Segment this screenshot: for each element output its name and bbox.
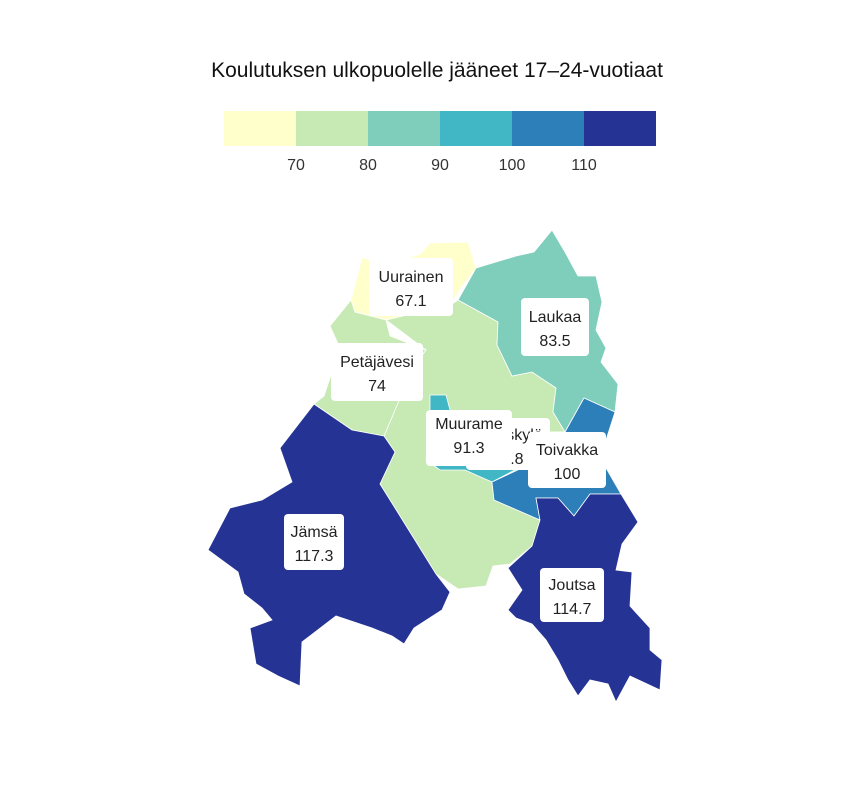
legend-swatch-6 (584, 111, 656, 146)
legend-tick-80: 80 (359, 157, 377, 174)
legend-tick-70: 70 (287, 157, 305, 174)
legend-swatch-3 (368, 111, 440, 146)
label-uurainen-name: Uurainen (379, 269, 444, 286)
legend-swatch-4 (440, 111, 512, 146)
legend-tick-90: 90 (431, 157, 449, 174)
label-joutsa-name: Joutsa (548, 577, 595, 594)
legend-tick-110: 110 (571, 157, 597, 174)
label-toivakka-value: 100 (554, 466, 581, 483)
label-laukaa-value: 83.5 (539, 333, 570, 350)
label-petajavesi: Petäjävesi 74 (331, 343, 423, 401)
label-joutsa-value: 114.7 (553, 601, 592, 618)
label-jamsa: Jämsä 117.3 (284, 514, 344, 570)
label-laukaa: Laukaa 83.5 (521, 298, 589, 356)
label-toivakka: Toivakka 100 (528, 432, 606, 488)
label-jamsa-value: 117.3 (295, 548, 334, 565)
label-petajavesi-value: 74 (368, 378, 386, 395)
municipality-labels: Uurainen 67.1 Petäjävesi 74 Jyväskylä 78… (284, 258, 606, 622)
label-uurainen: Uurainen 67.1 (369, 258, 453, 316)
legend-tick-100: 100 (499, 157, 526, 174)
label-muurame-name: Muurame (435, 416, 503, 433)
color-legend: 70 80 90 100 110 (224, 111, 656, 174)
legend-swatch-5 (512, 111, 584, 146)
map-title: Koulutuksen ulkopuolelle jääneet 17–24-v… (211, 59, 663, 82)
label-laukaa-name: Laukaa (529, 309, 582, 326)
legend-swatch-2 (296, 111, 368, 146)
legend-swatch-1 (224, 111, 296, 146)
label-muurame-value: 91.3 (453, 440, 484, 457)
label-muurame: Muurame 91.3 (426, 410, 512, 466)
label-toivakka-name: Toivakka (536, 442, 598, 459)
label-jamsa-name: Jämsä (290, 524, 337, 541)
label-uurainen-value: 67.1 (395, 293, 426, 310)
label-petajavesi-name: Petäjävesi (340, 354, 414, 371)
label-joutsa: Joutsa 114.7 (540, 568, 604, 622)
